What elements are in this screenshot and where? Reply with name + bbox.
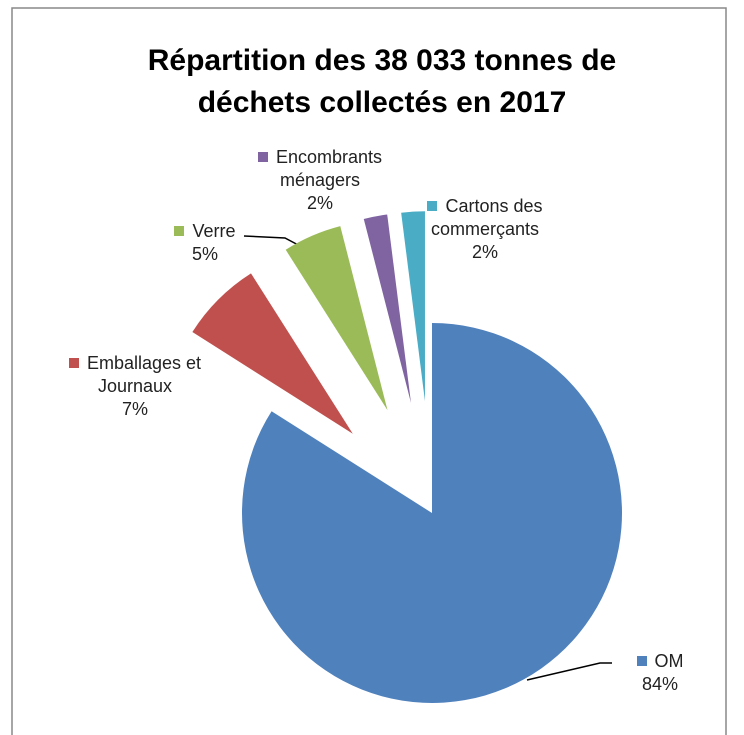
pie-slice	[285, 226, 388, 411]
data-label: OM 84%	[615, 650, 705, 696]
category-label: Encombrants ménagers	[275, 147, 383, 190]
legend-swatch	[636, 656, 647, 666]
legend-swatch	[68, 358, 79, 368]
legend-swatch	[174, 226, 185, 236]
category-label: Emballages et Journaux	[86, 353, 202, 396]
data-label: Cartons des commerçants 2%	[405, 195, 565, 264]
pie-slice	[401, 211, 425, 402]
legend-swatch	[257, 152, 268, 162]
value-label: 5%	[191, 244, 218, 264]
value-label: 2%	[471, 242, 498, 262]
data-label: Emballages et Journaux 7%	[50, 352, 220, 421]
pie-slice	[192, 273, 353, 434]
category-label: Cartons des commerçants	[430, 196, 543, 239]
leader-line	[526, 662, 612, 681]
data-label: Verre 5%	[160, 220, 250, 266]
category-label: OM	[654, 651, 684, 671]
pie-slice	[242, 323, 623, 703]
pie-slice	[363, 214, 412, 403]
legend-swatch	[427, 201, 438, 211]
value-label: 7%	[121, 399, 148, 419]
data-label: Encombrants ménagers 2%	[235, 146, 405, 215]
value-label: 84%	[641, 674, 679, 694]
chart-frame	[11, 7, 727, 735]
chart-title: Répartition des 38 033 tonnes de déchets…	[147, 44, 617, 119]
category-label: Verre	[192, 221, 236, 241]
value-label: 2%	[306, 193, 333, 213]
